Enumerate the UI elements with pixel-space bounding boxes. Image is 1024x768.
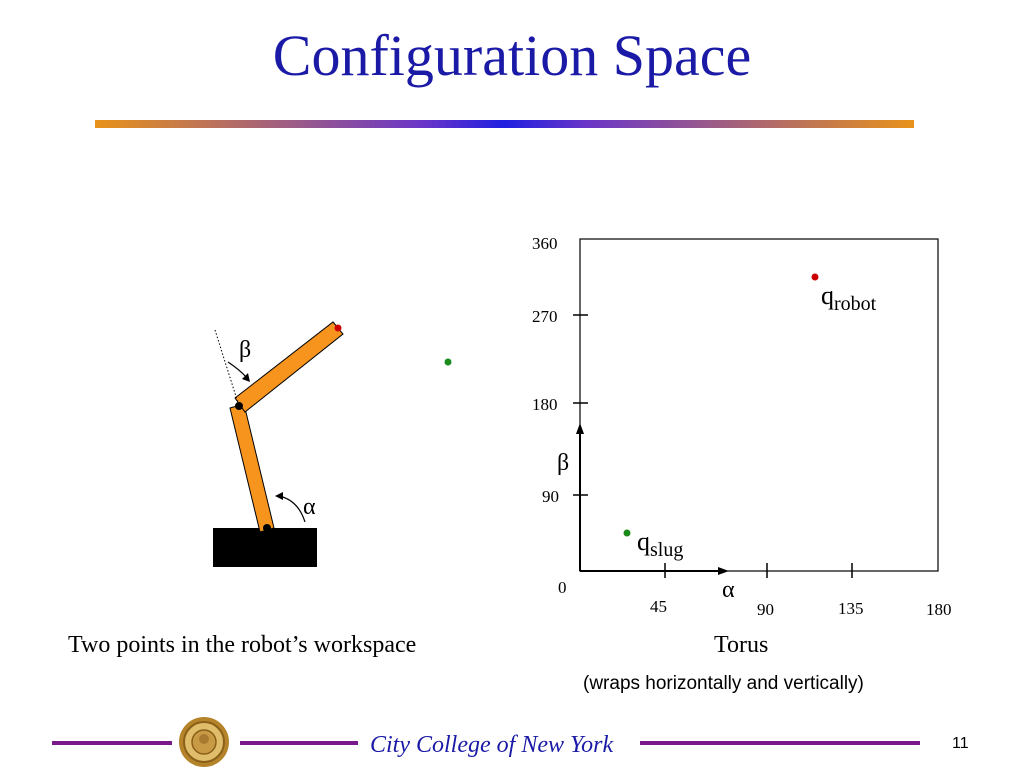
q-robot-point <box>811 273 819 281</box>
title-underline <box>95 120 914 128</box>
robot-end-point <box>334 324 342 332</box>
alpha-angle-label: α <box>303 494 316 520</box>
y-tick-label: 180 <box>532 395 558 414</box>
slug-point <box>444 358 452 366</box>
footer-institution: City College of New York <box>370 732 614 758</box>
beta-angle-label: β <box>239 337 251 363</box>
footer <box>52 717 920 767</box>
torus-note: (wraps horizontally and vertically) <box>583 673 864 694</box>
q-robot-label: qrobot <box>821 281 877 315</box>
x-tick-label: 45 <box>650 597 667 616</box>
beta-arrowhead <box>242 373 250 382</box>
y-tick-label: 270 <box>532 307 558 326</box>
y-tick-label: 0 <box>558 578 567 597</box>
base-joint <box>263 524 271 532</box>
alpha-arrowhead <box>275 492 283 500</box>
x-tick-label: 180 <box>926 600 952 619</box>
elbow-joint <box>235 402 243 410</box>
arm-link-upper <box>234 321 344 413</box>
arm-link-lower <box>229 403 275 533</box>
q-robot-base: q <box>821 281 834 310</box>
y-tick-label: 360 <box>532 234 558 253</box>
reference-dotted-line <box>214 329 240 407</box>
cspace-plot: 360 270 180 90 0 45 90 135 180 β α qrobo… <box>532 234 952 619</box>
workspace-caption: Two points in the robot’s workspace <box>68 632 417 658</box>
slide-title: Configuration Space <box>272 23 752 88</box>
x-tick-label: 90 <box>757 600 774 619</box>
q-slug-point <box>623 529 631 537</box>
alpha-axis-arrowhead <box>718 567 729 575</box>
q-slug-subscript: slug <box>650 539 683 561</box>
page-number: 11 <box>952 735 969 752</box>
beta-axis-arrowhead <box>576 423 584 434</box>
q-robot-subscript: robot <box>834 293 877 315</box>
cspace-frame <box>579 238 939 572</box>
college-seal-icon <box>179 717 229 767</box>
q-slug-label: qslug <box>637 527 683 561</box>
beta-axis-symbol: β <box>557 450 569 476</box>
alpha-axis-symbol: α <box>722 577 735 603</box>
robot-base <box>213 528 317 567</box>
torus-caption: Torus <box>714 632 769 658</box>
y-tick-label: 90 <box>542 487 559 506</box>
x-tick-label: 135 <box>838 599 864 618</box>
beta-arc <box>227 361 248 379</box>
q-slug-base: q <box>637 527 650 556</box>
robot-arm-drawing: β α <box>213 321 452 567</box>
